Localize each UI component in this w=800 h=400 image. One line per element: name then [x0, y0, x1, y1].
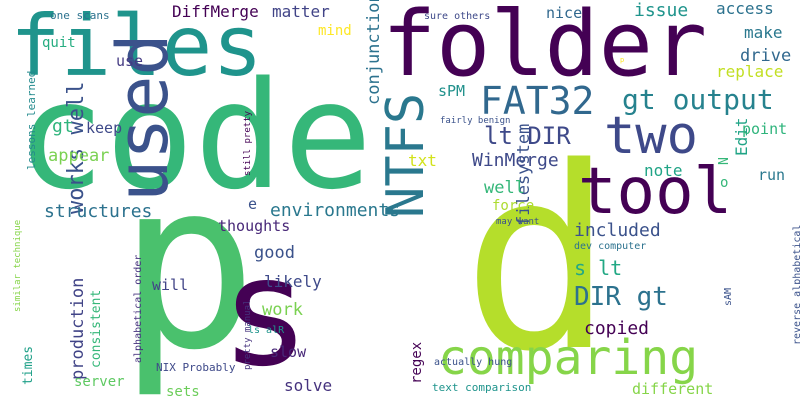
- cloud-word: sAM: [723, 287, 734, 306]
- cloud-word: will: [152, 276, 189, 294]
- cloud-word: comparing: [438, 330, 699, 386]
- cloud-word: point: [742, 120, 788, 138]
- cloud-word: text comparison: [432, 381, 532, 394]
- cloud-word: d: [462, 114, 614, 400]
- cloud-word: solve: [284, 376, 333, 395]
- cloud-word: use: [116, 52, 144, 70]
- cloud-word: server: [74, 374, 125, 390]
- cloud-word: regex: [409, 341, 425, 384]
- cloud-word: drive: [740, 46, 792, 66]
- cloud-word: thoughts: [218, 217, 291, 235]
- cloud-word: run: [758, 166, 786, 184]
- cloud-word: p: [118, 131, 258, 400]
- cloud-word: keep: [86, 119, 123, 137]
- cloud-word: N: [717, 157, 732, 165]
- cloud-word: lessons learned: [25, 70, 38, 170]
- cloud-word: sure others: [424, 11, 491, 22]
- cloud-word: DiffMerge: [172, 2, 259, 21]
- cloud-word: included: [574, 220, 661, 241]
- cloud-word: likely: [264, 272, 322, 291]
- cloud-word: replace: [716, 62, 784, 81]
- cloud-word: s lt: [574, 256, 623, 280]
- cloud-word: similar technique: [13, 219, 23, 312]
- cloud-word: access: [716, 0, 774, 18]
- cloud-word: lt DIR: [484, 122, 571, 150]
- cloud-word: txt: [408, 151, 437, 170]
- cloud-word: structures: [44, 201, 153, 222]
- cloud-word: issue: [634, 0, 689, 21]
- cloud-word: fairly benign: [440, 116, 511, 126]
- cloud-word: nice: [546, 4, 583, 22]
- cloud-word: matter: [272, 2, 330, 21]
- cloud-word: folder: [382, 0, 708, 97]
- cloud-word: actually hung: [434, 357, 513, 368]
- cloud-word: may want: [496, 217, 540, 227]
- cloud-word: still pretty: [243, 110, 253, 176]
- cloud-word: two: [604, 106, 698, 166]
- cloud-word: note: [644, 161, 683, 180]
- cloud-word: gt: [52, 116, 74, 137]
- cloud-word: NIX Probably: [156, 361, 236, 374]
- cloud-word: FAT32: [480, 79, 595, 123]
- cloud-word: slow: [270, 343, 307, 361]
- cloud-word: e: [248, 195, 258, 213]
- cloud-word: ls alR: [248, 325, 285, 336]
- cloud-word: dev computer: [574, 241, 647, 252]
- cloud-word: times: [21, 345, 36, 385]
- cloud-word: tool: [578, 155, 733, 229]
- cloud-word: files: [10, 0, 263, 95]
- cloud-word: gt output: [622, 83, 774, 116]
- cloud-word: p: [620, 56, 625, 64]
- cloud-word: s: [220, 226, 311, 400]
- cloud-word: make: [744, 23, 783, 42]
- cloud-word: WinMerge: [472, 150, 559, 171]
- cloud-word: appear: [48, 146, 110, 166]
- cloud-word: sPM: [438, 82, 466, 100]
- cloud-word: quit: [42, 35, 76, 51]
- cloud-word: reverse alphabetical: [792, 224, 800, 345]
- cloud-word: force: [492, 198, 535, 214]
- cloud-word: different: [632, 380, 714, 398]
- cloud-word: DIR gt: [574, 282, 668, 312]
- cloud-word: well: [484, 178, 525, 198]
- cloud-word: environments: [270, 200, 401, 221]
- cloud-word: o: [720, 175, 729, 191]
- cloud-word: copied: [584, 318, 650, 339]
- cloud-word: consistent: [89, 289, 104, 368]
- cloud-word: production: [68, 277, 88, 380]
- cloud-word: sets: [166, 384, 200, 400]
- cloud-word: good: [254, 243, 295, 263]
- cloud-word: one scans: [50, 9, 110, 22]
- cloud-word: mind: [318, 23, 352, 39]
- cloud-word: conjunction: [364, 0, 384, 105]
- cloud-word: work: [262, 300, 303, 320]
- cloud-word: code: [16, 50, 373, 222]
- cloud-word: alphabetical order: [133, 254, 144, 363]
